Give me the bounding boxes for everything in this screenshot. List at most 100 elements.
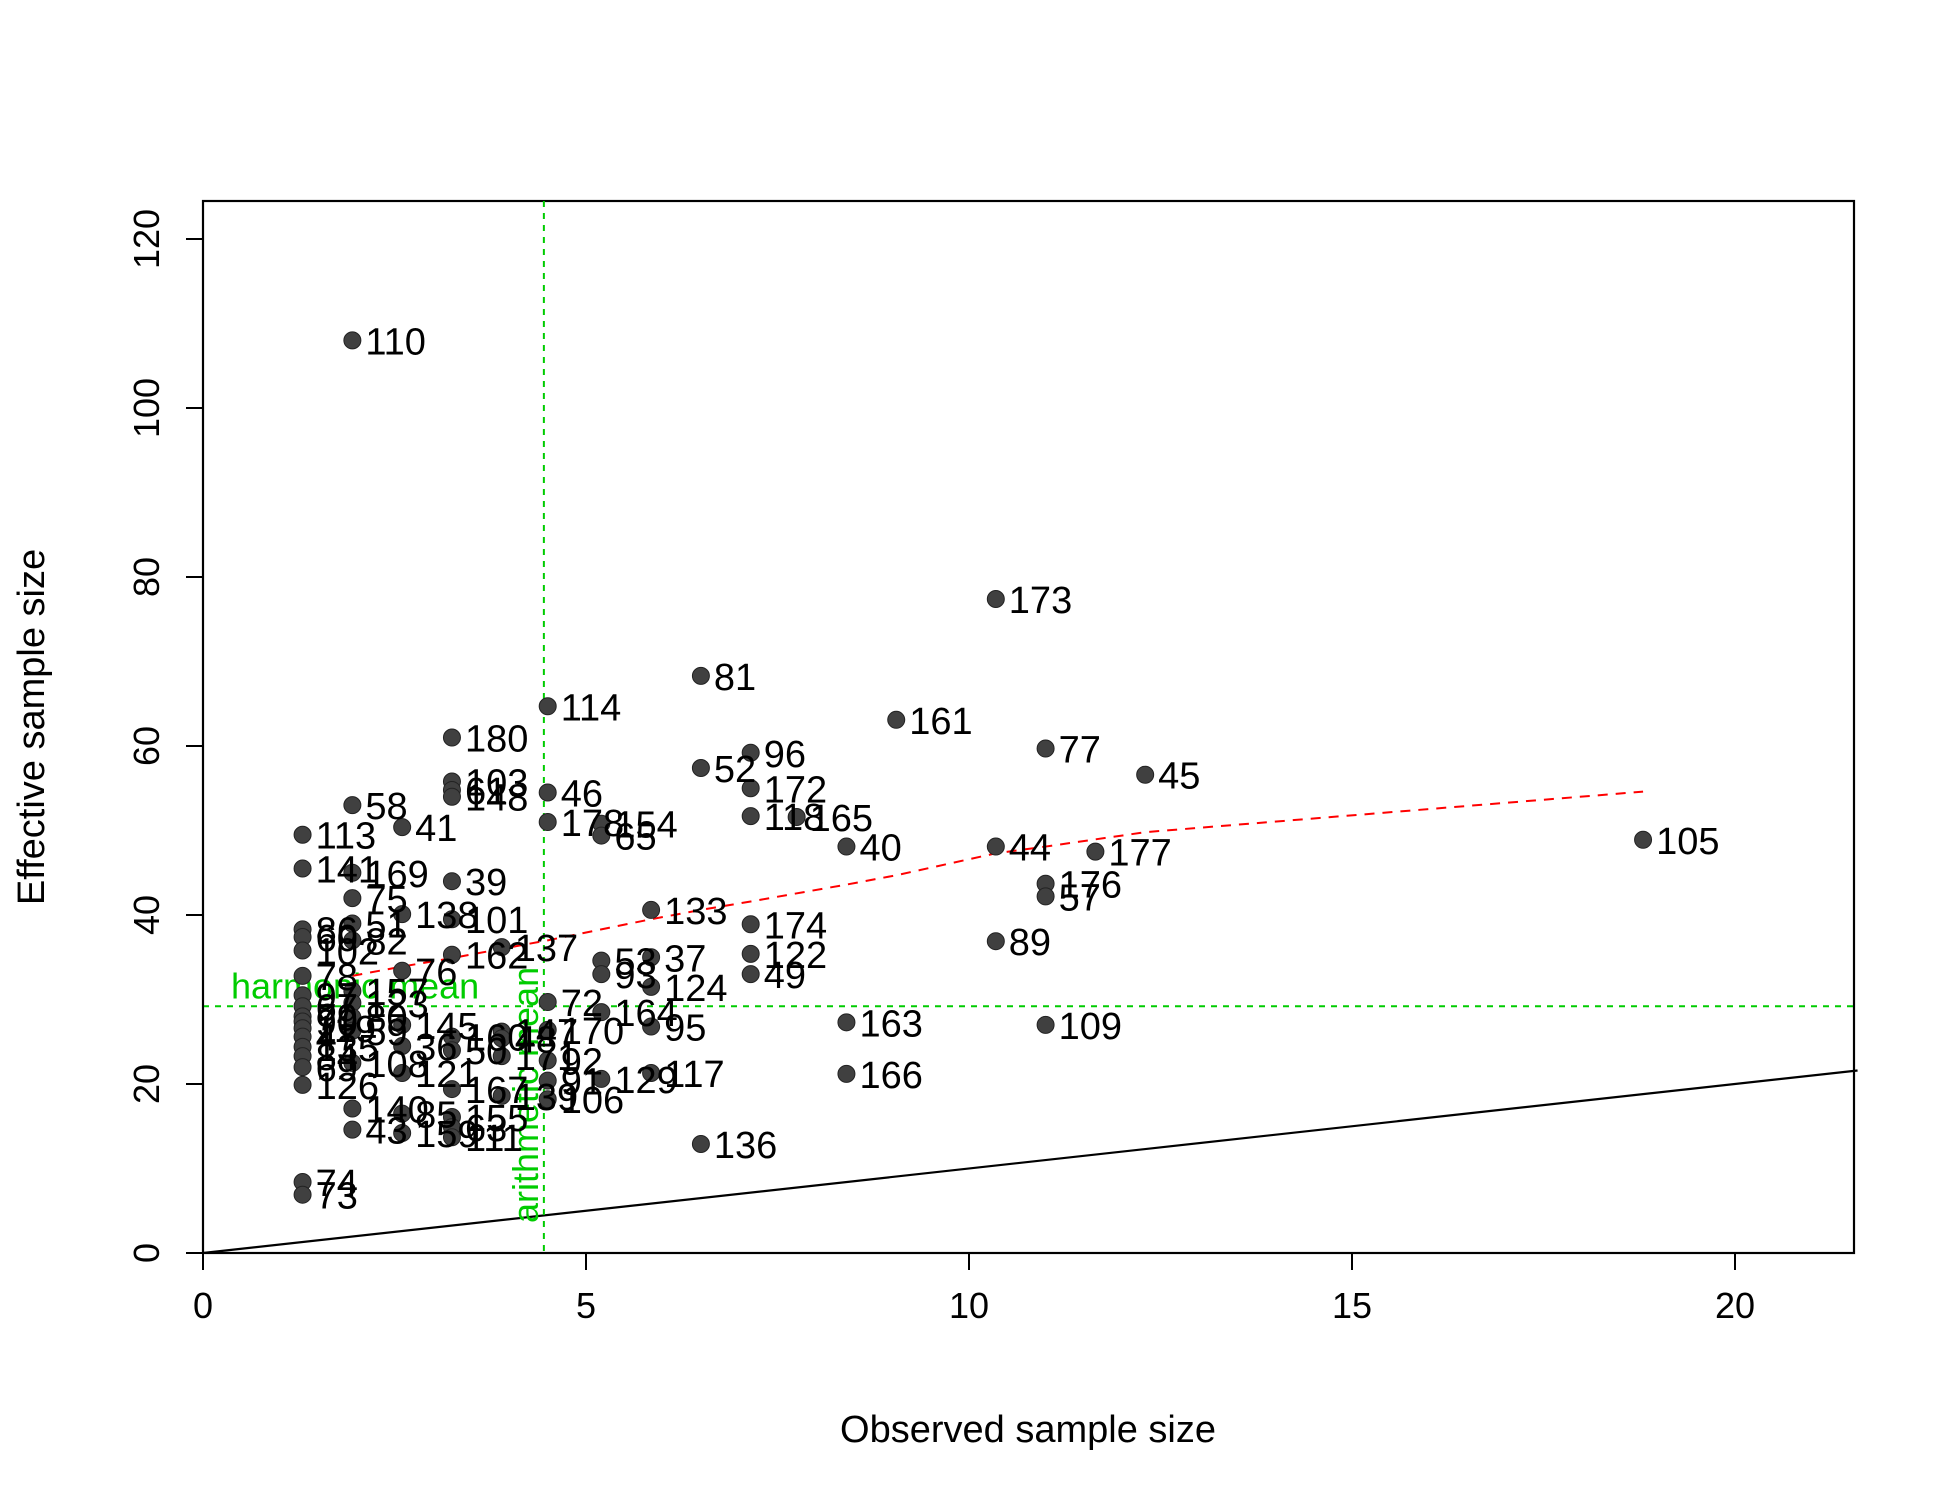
point-label: 121 <box>415 1054 478 1096</box>
point-label: 133 <box>664 891 727 933</box>
data-point <box>442 787 461 806</box>
data-point <box>741 944 760 963</box>
data-point <box>293 966 312 985</box>
point-label: 95 <box>664 1008 706 1050</box>
data-point <box>442 1080 461 1099</box>
point-label: 93 <box>614 955 656 997</box>
point-label: 117 <box>664 1054 725 1096</box>
data-point <box>741 779 760 798</box>
point-label: 73 <box>316 1176 358 1218</box>
y-tick-label: 120 <box>126 209 167 269</box>
data-point <box>393 1124 412 1143</box>
point-label: 148 <box>465 778 528 820</box>
point-label: 159 <box>415 1114 478 1156</box>
data-point <box>592 1003 611 1022</box>
point-label: 122 <box>764 935 827 977</box>
point-label: 78 <box>316 957 358 999</box>
point-label: 171 <box>515 1037 578 1079</box>
point-label: 65 <box>614 817 656 859</box>
data-point <box>1086 842 1105 861</box>
arithmetic-mean-label: arithmetic mean <box>505 967 546 1223</box>
data-point <box>642 948 661 967</box>
data-point <box>442 728 461 747</box>
data-point <box>741 807 760 826</box>
point-label: 139 <box>515 1077 578 1119</box>
data-point <box>343 1099 362 1118</box>
point-label: 79 <box>316 997 358 1039</box>
data-point <box>787 807 806 826</box>
point-label: 105 <box>1656 821 1719 863</box>
point-label: 89 <box>1009 922 1051 964</box>
point-label: 103 <box>465 762 528 804</box>
point-label: 138 <box>415 895 478 937</box>
point-label: 67 <box>316 987 358 1029</box>
y-axis-title: Effective sample size <box>11 549 53 905</box>
point-label: 119 <box>316 1009 377 1051</box>
point-label: 110 <box>365 321 426 363</box>
trend-polyline <box>352 790 1644 977</box>
point-label: 76 <box>415 952 457 994</box>
data-point <box>1634 830 1653 849</box>
point-label: 129 <box>614 1060 677 1102</box>
point-label: 113 <box>316 816 377 858</box>
x-tick-label: 0 <box>193 1285 213 1326</box>
point-label: 102 <box>316 931 379 973</box>
point-label: 161 <box>909 701 972 743</box>
point-label: 75 <box>365 879 407 921</box>
identity-line <box>202 1069 1858 1255</box>
point-label: 109 <box>1059 1006 1122 1048</box>
data-point <box>538 1090 557 1109</box>
data-point <box>393 1064 412 1083</box>
point-label: 61 <box>465 771 507 813</box>
point-label: 160 <box>465 1018 528 1060</box>
y-tick-label: 20 <box>126 1064 167 1104</box>
point-label: 169 <box>365 854 428 896</box>
data-point <box>293 1075 312 1094</box>
data-point <box>293 859 312 878</box>
data-points <box>293 331 1653 1204</box>
point-label: 77 <box>1059 730 1101 772</box>
data-point <box>492 1086 511 1105</box>
data-point <box>393 961 412 980</box>
x-axis-title: Observed sample size <box>840 1409 1216 1451</box>
data-point <box>741 743 760 762</box>
data-point <box>343 931 362 950</box>
x-tick-label: 5 <box>576 1285 596 1326</box>
data-point <box>393 1015 412 1034</box>
data-point <box>691 758 710 777</box>
trend-line <box>352 790 1644 977</box>
data-point <box>442 945 461 964</box>
point-label: 86 <box>316 910 358 952</box>
point-label: 140 <box>365 1090 428 1132</box>
data-point <box>986 837 1005 856</box>
data-point <box>1036 739 1055 758</box>
point-label: 59 <box>365 1012 407 1054</box>
data-point <box>538 813 557 832</box>
point-label: 106 <box>561 1080 624 1122</box>
point-label: 162 <box>465 936 528 978</box>
point-label: 82 <box>365 921 407 963</box>
point-label: 136 <box>714 1125 777 1167</box>
y-tick-label: 40 <box>126 895 167 935</box>
data-point <box>837 837 856 856</box>
data-point <box>691 1134 710 1153</box>
point-label: 36 <box>415 1027 457 1069</box>
point-label: 97 <box>316 976 358 1018</box>
point-label: 172 <box>764 769 827 811</box>
point-label: 101 <box>465 900 528 942</box>
point-label: 46 <box>561 773 603 815</box>
point-label: 84 <box>316 1037 358 1079</box>
data-point <box>393 1036 412 1055</box>
data-point <box>691 666 710 685</box>
point-label: 58 <box>365 786 407 828</box>
y-tick-label: 60 <box>126 726 167 766</box>
point-label: 69 <box>316 1048 358 1090</box>
x-tick-label: 10 <box>949 1285 989 1326</box>
point-label: 96 <box>764 734 806 776</box>
data-point <box>837 1064 856 1083</box>
point-label: 53 <box>614 942 656 984</box>
point-label: 74 <box>316 1163 358 1205</box>
point-label: 123 <box>365 984 428 1026</box>
data-point <box>442 1128 461 1147</box>
point-label: 37 <box>664 938 706 980</box>
